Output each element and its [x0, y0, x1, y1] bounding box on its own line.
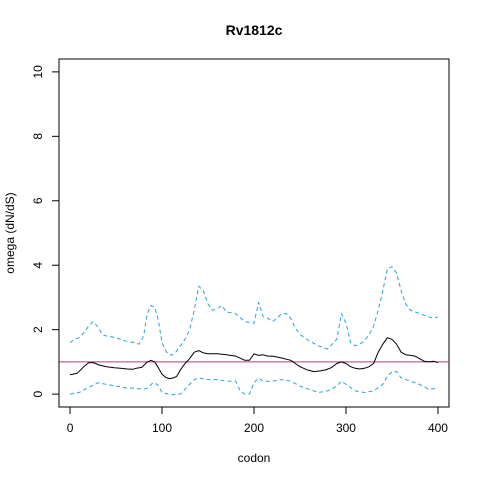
x-tick-label: 200: [244, 421, 264, 435]
omega-estimate-line: [69, 337, 439, 380]
x-tick-label: 0: [67, 421, 74, 435]
y-tick-label: 10: [31, 65, 45, 79]
plot-area: [58, 58, 450, 408]
x-axis-label: codon: [238, 451, 271, 465]
lower-bound-line: [69, 371, 439, 396]
y-tick-label: 4: [31, 262, 45, 269]
series-layer: [69, 266, 439, 396]
y-tick-label: 6: [31, 197, 45, 204]
x-tick-label: 300: [336, 421, 356, 435]
y-axis-label: omega (dN/dS): [3, 192, 17, 273]
y-axis: 0 2 4 6 8 10: [31, 65, 60, 397]
y-tick-label: 2: [31, 326, 45, 333]
y-tick-label: 0: [31, 390, 45, 397]
chart-title: Rv1812c: [226, 22, 283, 38]
x-tick-label: 400: [428, 421, 448, 435]
y-tick-label: 8: [31, 133, 45, 140]
plot-frame: [58, 58, 450, 408]
x-tick-label: 100: [152, 421, 172, 435]
upper-bound-line: [69, 266, 439, 356]
x-axis: 0 100 200 300 400: [67, 406, 448, 435]
